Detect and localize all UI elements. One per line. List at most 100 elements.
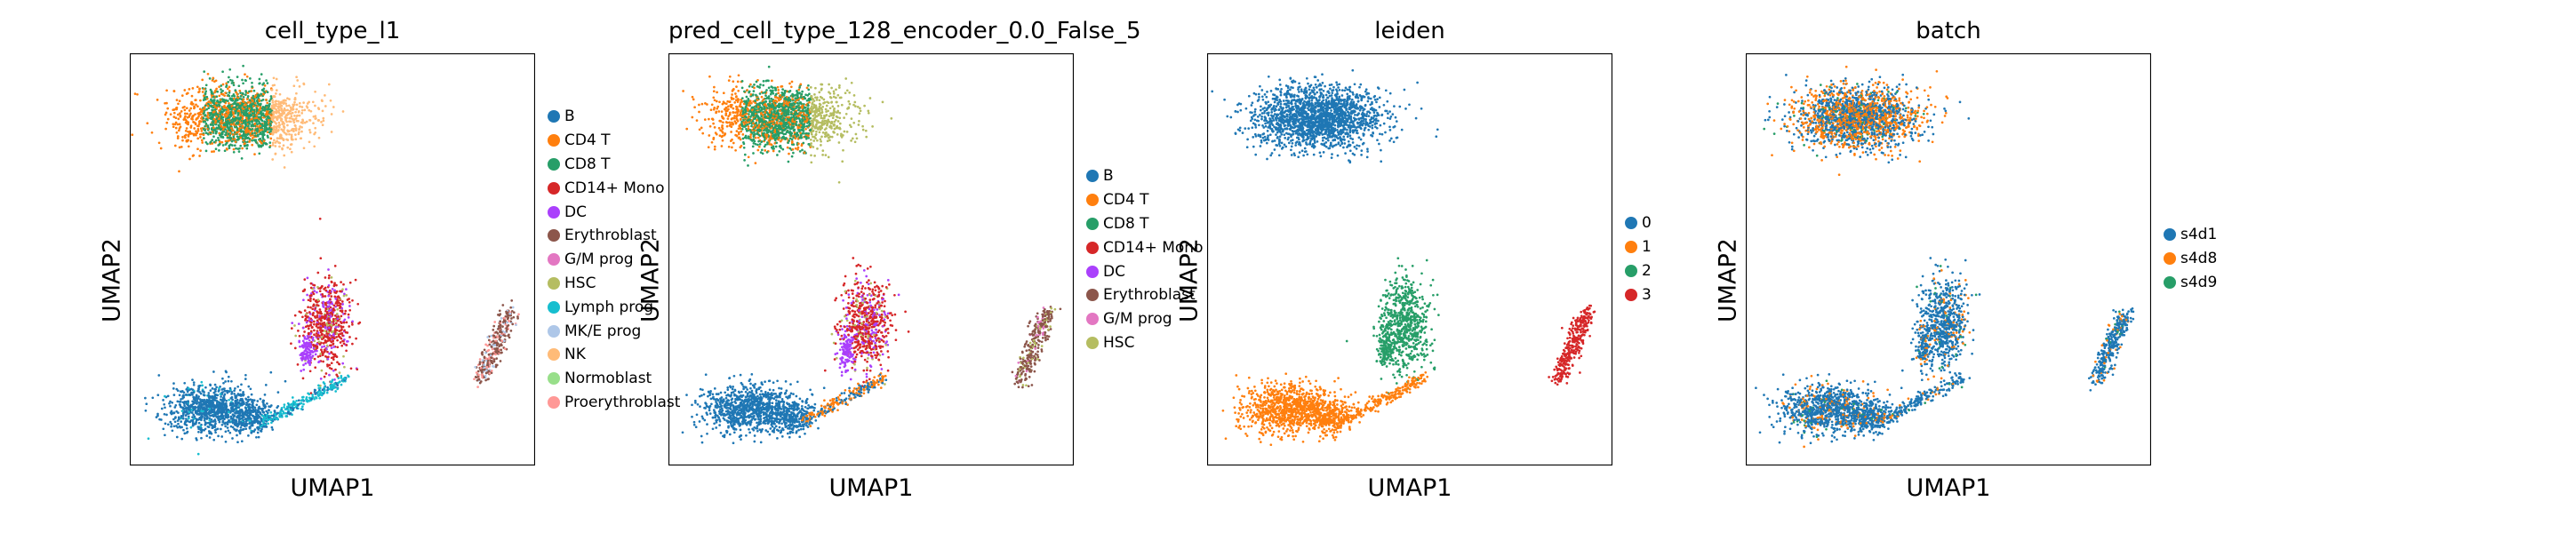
scatter-point	[348, 325, 351, 328]
scatter-point	[328, 373, 331, 377]
scatter-point	[232, 120, 236, 123]
scatter-point	[492, 364, 494, 368]
scatter-point	[256, 409, 260, 412]
scatter-point	[477, 373, 480, 377]
scatter-point	[183, 134, 187, 138]
scatter-point	[486, 362, 489, 365]
scatter-point	[294, 133, 297, 136]
scatter-point	[275, 92, 277, 95]
scatter-point	[190, 408, 194, 411]
scatter-point	[228, 85, 231, 89]
scatter-point	[220, 92, 223, 96]
scatter-point	[199, 110, 203, 114]
scatter-point	[175, 435, 179, 439]
scatter-point	[250, 124, 253, 128]
scatter-point	[172, 411, 174, 415]
scatter-point	[259, 407, 261, 410]
scatter-point	[173, 417, 177, 419]
scatter-point	[218, 131, 221, 135]
scatter-point	[227, 410, 230, 414]
scatter-point	[234, 110, 236, 113]
scatter-point	[211, 142, 214, 145]
scatter-point	[332, 369, 335, 372]
scatter-point	[297, 399, 300, 402]
scatter-point	[266, 411, 269, 415]
scatter-point	[214, 131, 218, 135]
scatter-point	[334, 319, 337, 322]
scatter-point	[322, 325, 324, 329]
scatter-point	[242, 427, 245, 431]
scatter-point	[244, 427, 248, 431]
scatter-point	[231, 405, 235, 409]
scatter-point	[255, 107, 259, 111]
scatter-point	[269, 410, 273, 414]
scatter-point	[338, 380, 341, 384]
scatter-point	[494, 330, 498, 334]
scatter-point	[852, 121, 856, 124]
scatter-point	[315, 332, 318, 335]
scatter-point	[486, 378, 490, 381]
scatter-point	[209, 411, 212, 415]
scatter-point	[260, 131, 262, 134]
scatter-point	[316, 331, 320, 334]
scatter-point	[306, 335, 309, 338]
scatter-point	[316, 271, 320, 274]
scatter-point	[481, 375, 484, 378]
scatter-point	[351, 342, 354, 346]
scatter-point	[311, 100, 315, 104]
scatter-point	[277, 111, 281, 115]
scatter-point	[211, 426, 214, 430]
scatter-point	[728, 111, 732, 115]
scatter-point	[257, 120, 260, 123]
scatter-point	[165, 89, 168, 92]
scatter-point	[499, 323, 502, 327]
scatter-point	[490, 345, 493, 348]
scatter-point	[322, 300, 325, 304]
scatter-point	[236, 122, 240, 124]
scatter-point	[501, 321, 505, 323]
scatter-point	[204, 386, 207, 389]
scatter-point	[236, 410, 238, 413]
scatter-point	[187, 408, 190, 411]
scatter-point	[207, 394, 211, 397]
scatter-point	[314, 299, 317, 303]
scatter-point	[212, 370, 215, 373]
scatter-point	[307, 337, 309, 340]
scatter-point	[257, 93, 260, 96]
legend-label: Lymph prog	[564, 298, 654, 316]
scatter-point	[836, 100, 838, 104]
scatter-point	[262, 139, 266, 143]
scatter-point	[244, 373, 247, 377]
scatter-point	[296, 363, 300, 366]
scatter-point	[806, 107, 810, 110]
scatter-point	[222, 130, 226, 133]
legend-marker	[548, 372, 560, 386]
scatter-point	[251, 398, 254, 402]
scatter-point	[223, 389, 226, 393]
scatter-point	[863, 104, 866, 107]
scatter-point	[181, 407, 185, 410]
scatter-point	[203, 417, 206, 419]
scatter-point	[330, 344, 332, 347]
scatter-point	[333, 308, 336, 312]
scatter-point	[271, 428, 275, 431]
scatter-point	[262, 90, 265, 92]
scatter-point	[244, 378, 247, 380]
scatter-point	[286, 130, 290, 133]
scatter-point	[722, 91, 725, 95]
scatter-point	[340, 325, 342, 328]
scatter-point	[190, 103, 194, 106]
scatter-point	[276, 404, 280, 408]
scatter-point	[164, 101, 166, 105]
scatter-point	[184, 414, 188, 417]
scatter-point	[308, 140, 311, 144]
scatter-point	[233, 392, 236, 395]
scatter-point	[232, 147, 236, 151]
scatter-point	[316, 391, 320, 394]
scatter-point	[228, 431, 232, 434]
scatter-point	[218, 386, 220, 390]
scatter-point	[499, 360, 502, 362]
scatter-point	[244, 145, 246, 147]
scatter-point	[219, 107, 222, 111]
scatter-point	[507, 319, 510, 322]
